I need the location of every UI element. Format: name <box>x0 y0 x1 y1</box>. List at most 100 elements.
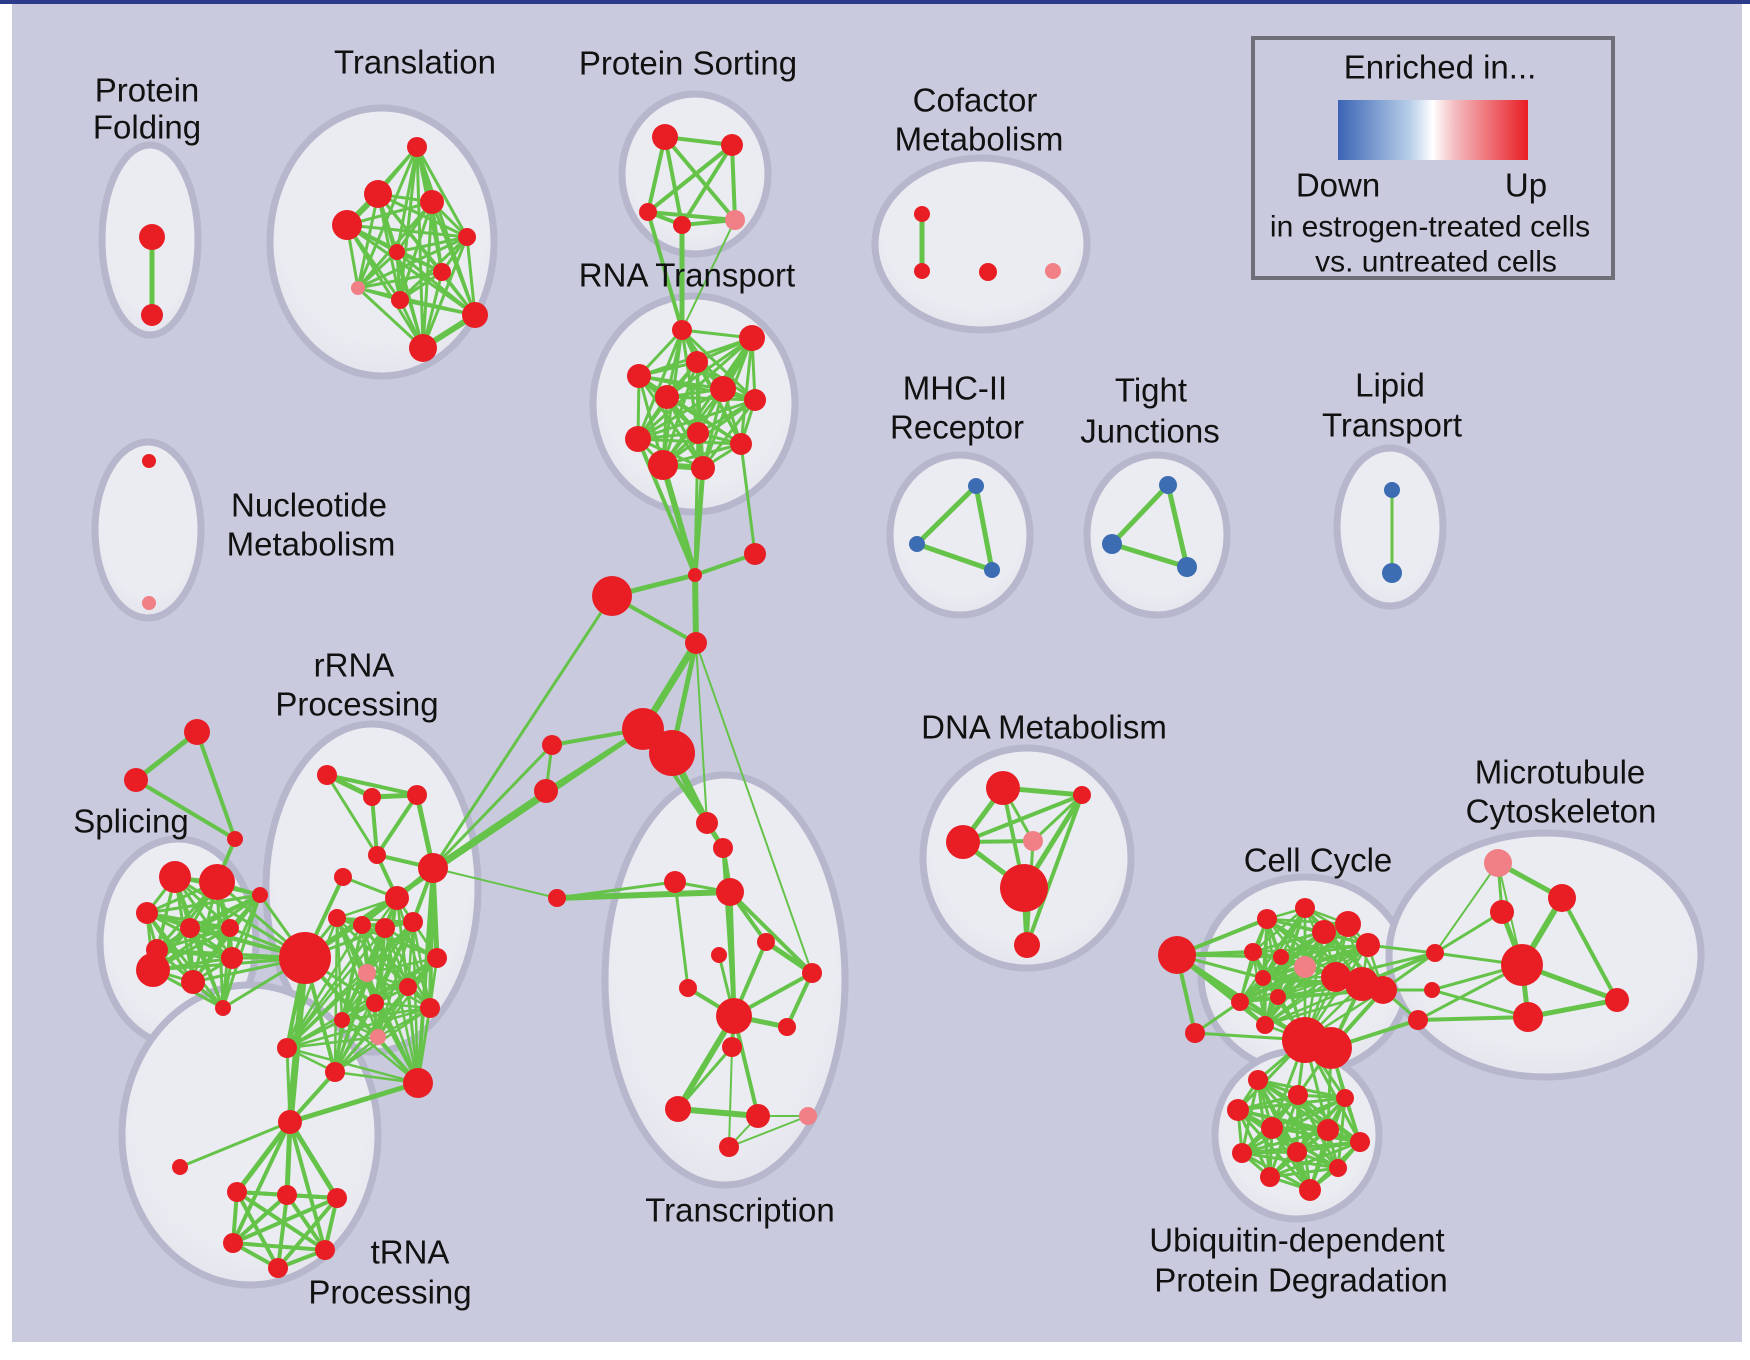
node-mh2[interactable] <box>909 536 925 552</box>
node-q9[interactable] <box>1294 956 1316 978</box>
node-x7[interactable] <box>679 979 697 997</box>
node-rr4[interactable] <box>368 846 386 864</box>
node-x12[interactable] <box>665 1096 691 1122</box>
node-x14[interactable] <box>799 1107 817 1125</box>
node-x3[interactable] <box>664 871 686 893</box>
node-u12[interactable] <box>1299 1179 1321 1201</box>
node-rr6[interactable] <box>385 886 409 910</box>
node-t8[interactable] <box>351 281 365 295</box>
node-x2[interactable] <box>713 838 733 858</box>
node-tg1[interactable] <box>1159 476 1177 494</box>
node-r2[interactable] <box>739 325 765 351</box>
node-q1[interactable] <box>1158 936 1196 974</box>
node-q16[interactable] <box>1256 1016 1274 1034</box>
node-q12[interactable] <box>1369 976 1397 1004</box>
node-u4[interactable] <box>1227 1099 1249 1121</box>
node-q17[interactable] <box>1185 1023 1205 1043</box>
node-r4[interactable] <box>627 364 651 388</box>
node-tg2[interactable] <box>1102 534 1122 554</box>
node-rrbig[interactable] <box>418 853 448 883</box>
node-x15[interactable] <box>719 1137 739 1157</box>
node-x4[interactable] <box>716 878 744 906</box>
node-p3[interactable] <box>639 203 657 221</box>
node-u5[interactable] <box>1261 1117 1283 1139</box>
node-b1[interactable] <box>592 576 632 616</box>
node-rr13[interactable] <box>427 948 447 968</box>
node-nm1[interactable] <box>142 454 156 468</box>
node-f1[interactable] <box>184 719 210 745</box>
node-q6[interactable] <box>1356 933 1380 957</box>
node-u1[interactable] <box>1248 1070 1268 1090</box>
node-q14[interactable] <box>1270 989 1286 1005</box>
node-tl[interactable] <box>172 1159 188 1175</box>
node-mt4[interactable] <box>1513 1002 1543 1032</box>
node-d3[interactable] <box>946 825 980 859</box>
node-rr15[interactable] <box>420 998 440 1018</box>
node-u6[interactable] <box>1317 1119 1339 1141</box>
node-p4[interactable] <box>673 216 691 234</box>
node-f2[interactable] <box>124 768 148 792</box>
node-m1[interactable] <box>1426 944 1444 962</box>
node-t4[interactable] <box>332 210 362 240</box>
node-tc2[interactable] <box>277 1185 297 1205</box>
node-q3[interactable] <box>1295 898 1315 918</box>
node-rr5[interactable] <box>334 868 352 886</box>
node-tc3[interactable] <box>327 1188 347 1208</box>
node-u11[interactable] <box>1260 1167 1280 1187</box>
node-rr10[interactable] <box>403 912 423 932</box>
node-r9[interactable] <box>687 422 709 444</box>
node-x8[interactable] <box>716 998 752 1034</box>
node-s10[interactable] <box>215 1000 231 1016</box>
node-mt2[interactable] <box>1490 900 1514 924</box>
node-u8[interactable] <box>1232 1143 1252 1163</box>
node-u3[interactable] <box>1336 1089 1354 1107</box>
node-lp1[interactable] <box>1384 482 1400 498</box>
node-c3[interactable] <box>979 263 997 281</box>
node-x10[interactable] <box>802 963 822 983</box>
node-r1[interactable] <box>672 320 692 340</box>
node-s8[interactable] <box>181 970 205 994</box>
node-l2[interactable] <box>534 779 558 803</box>
node-q10[interactable] <box>1321 962 1351 992</box>
node-x11[interactable] <box>722 1037 742 1057</box>
node-tc1[interactable] <box>227 1182 247 1202</box>
node-d4[interactable] <box>1023 831 1043 851</box>
node-nm2[interactable] <box>142 596 156 610</box>
node-r7[interactable] <box>744 389 766 411</box>
node-d1[interactable] <box>986 771 1020 805</box>
node-s4[interactable] <box>180 918 200 938</box>
node-x1[interactable] <box>696 812 718 834</box>
node-p1[interactable] <box>652 124 678 150</box>
node-mtp[interactable] <box>1484 849 1512 877</box>
node-r12[interactable] <box>691 456 715 480</box>
node-q13[interactable] <box>1255 970 1271 986</box>
node-r3[interactable] <box>686 351 708 373</box>
node-l1[interactable] <box>542 735 562 755</box>
node-x5[interactable] <box>757 933 775 951</box>
node-sphub[interactable] <box>279 932 331 984</box>
node-d5[interactable] <box>1000 864 1048 912</box>
node-s3[interactable] <box>136 902 158 924</box>
node-h2[interactable] <box>649 730 695 776</box>
node-t5[interactable] <box>458 228 476 246</box>
node-q5[interactable] <box>1335 911 1361 937</box>
node-rr17[interactable] <box>370 1029 386 1045</box>
node-u10[interactable] <box>1329 1159 1347 1177</box>
node-c1[interactable] <box>914 206 930 222</box>
node-tg3[interactable] <box>1177 557 1197 577</box>
node-p2[interactable] <box>721 134 743 156</box>
node-x13[interactable] <box>746 1104 770 1128</box>
node-n1[interactable] <box>685 632 707 654</box>
node-rr9[interactable] <box>375 918 395 938</box>
node-q7[interactable] <box>1244 943 1262 961</box>
node-r5[interactable] <box>655 385 679 409</box>
node-c2[interactable] <box>914 263 930 279</box>
node-rr16[interactable] <box>334 1012 350 1028</box>
node-rr18[interactable] <box>277 1038 297 1058</box>
node-j1[interactable] <box>688 568 702 582</box>
node-t2[interactable] <box>364 180 392 208</box>
node-u7[interactable] <box>1350 1132 1370 1152</box>
node-u9[interactable] <box>1287 1142 1307 1162</box>
node-r8[interactable] <box>625 426 651 452</box>
node-t6[interactable] <box>389 244 405 260</box>
